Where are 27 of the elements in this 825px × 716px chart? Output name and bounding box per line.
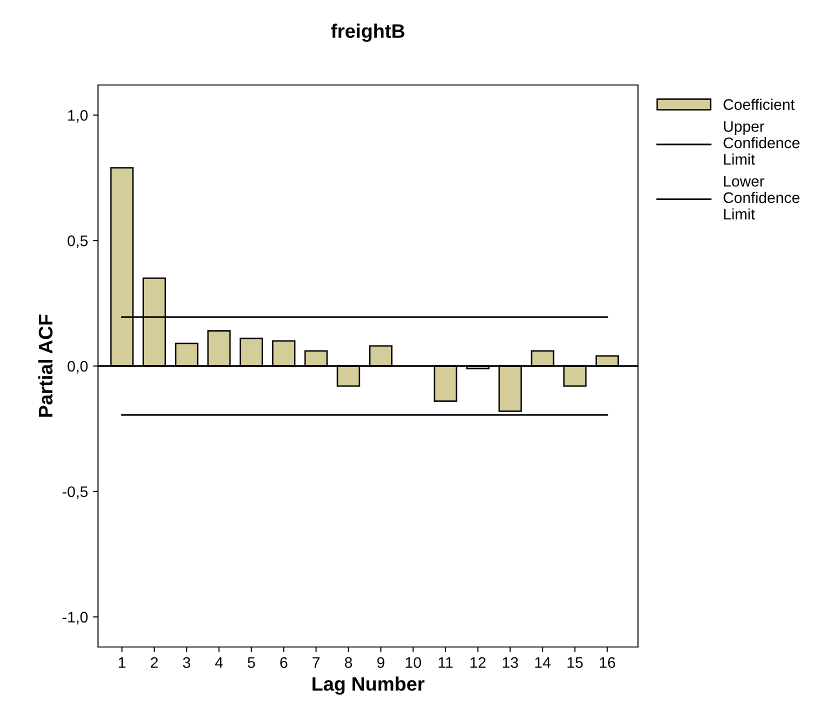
y-tick-label: 0,0 (68, 360, 88, 374)
x-tick-label: 9 (377, 657, 384, 668)
x-tick-label: 5 (248, 657, 255, 668)
x-axis-title: Lag Number (312, 676, 424, 695)
x-tick-label: 7 (312, 657, 320, 668)
x-tick-label: 8 (344, 657, 352, 668)
x-tick-label: 4 (215, 657, 223, 668)
y-tick-label: 0,5 (68, 235, 88, 248)
y-tick-label: -1,0 (62, 612, 88, 624)
x-tick-label: 1 (118, 657, 126, 668)
x-tick-label: 13 (502, 657, 518, 668)
legend-label: Coefficient (724, 98, 795, 110)
y-axis-title: Partial ACF (38, 314, 53, 417)
y-tick-label: 1,0 (68, 110, 88, 123)
legend-label: Lower Confidence Limit (724, 176, 800, 220)
x-tick-label: 3 (182, 657, 190, 668)
legend-label: Upper Confidence Limit (724, 121, 800, 165)
x-tick-label: 12 (470, 657, 486, 668)
x-tick-label: 6 (280, 657, 288, 668)
x-tick-label: 10 (406, 657, 422, 668)
x-tick-label: 16 (600, 657, 616, 668)
x-tick-label: 2 (150, 657, 158, 668)
x-tick-label: 11 (438, 657, 453, 668)
x-tick-label: 14 (535, 657, 551, 668)
y-tick-label: -0,5 (62, 486, 88, 499)
x-tick-label: 15 (568, 657, 583, 668)
chart-title: freightB (331, 24, 404, 42)
